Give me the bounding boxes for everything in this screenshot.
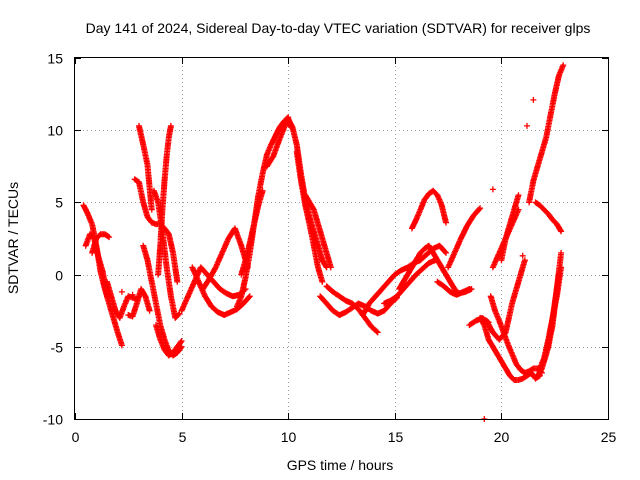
series-arc-s	[293, 148, 326, 285]
series-arc-e	[136, 122, 155, 213]
series-arc-g	[153, 322, 185, 359]
series-arc-o	[234, 114, 292, 310]
x-tick-label: 10	[281, 429, 297, 445]
series-arc-ab	[434, 278, 473, 298]
series-arc-am	[541, 249, 565, 365]
series-arc-ai	[526, 62, 567, 206]
y-tick-label: 5	[55, 195, 63, 211]
series-arc-y	[408, 187, 449, 232]
series-arc-d	[131, 176, 181, 285]
series-arc-aa	[445, 205, 484, 271]
series-arc-k	[125, 286, 153, 320]
series-arc-ad	[477, 314, 543, 383]
series-arc-q	[263, 120, 296, 170]
x-axis-title: GPS time / hours	[287, 457, 394, 473]
series-arc-aj	[532, 199, 565, 235]
x-tick-label: 20	[494, 429, 510, 445]
y-tick-label: -5	[51, 340, 64, 356]
series-arc-c	[89, 231, 113, 256]
points-layer	[80, 62, 567, 422]
y-tick-label: 10	[47, 123, 63, 139]
grid-layer	[75, 58, 608, 419]
series-arc-ae	[487, 293, 545, 376]
x-tick-label: 15	[388, 429, 404, 445]
series-arc-ah	[498, 192, 522, 264]
series-arc-x	[381, 257, 439, 307]
series-arc-i	[150, 187, 183, 321]
y-axis-title: SDTVAR / TECUs	[5, 182, 21, 294]
series-arc-z	[396, 242, 475, 297]
y-tick-label: 0	[55, 268, 63, 284]
x-tick-label: 25	[601, 429, 617, 445]
series-arc-t	[302, 192, 334, 271]
series-arc-p	[238, 187, 266, 278]
x-tick-label: 0	[72, 429, 80, 445]
chart-title: Day 141 of 2024, Sidereal Day-to-day VTE…	[86, 20, 591, 36]
series-arc-af	[483, 257, 528, 343]
tick-layer: 0 5 10 15 20 25 -10 -5 0 5 10 15	[43, 51, 617, 446]
series-arc-v	[317, 293, 400, 318]
x-tick-label: 5	[179, 429, 187, 445]
y-tick-label: 15	[47, 51, 63, 67]
y-tick-label: -10	[43, 412, 63, 428]
plot-frame	[74, 57, 609, 420]
